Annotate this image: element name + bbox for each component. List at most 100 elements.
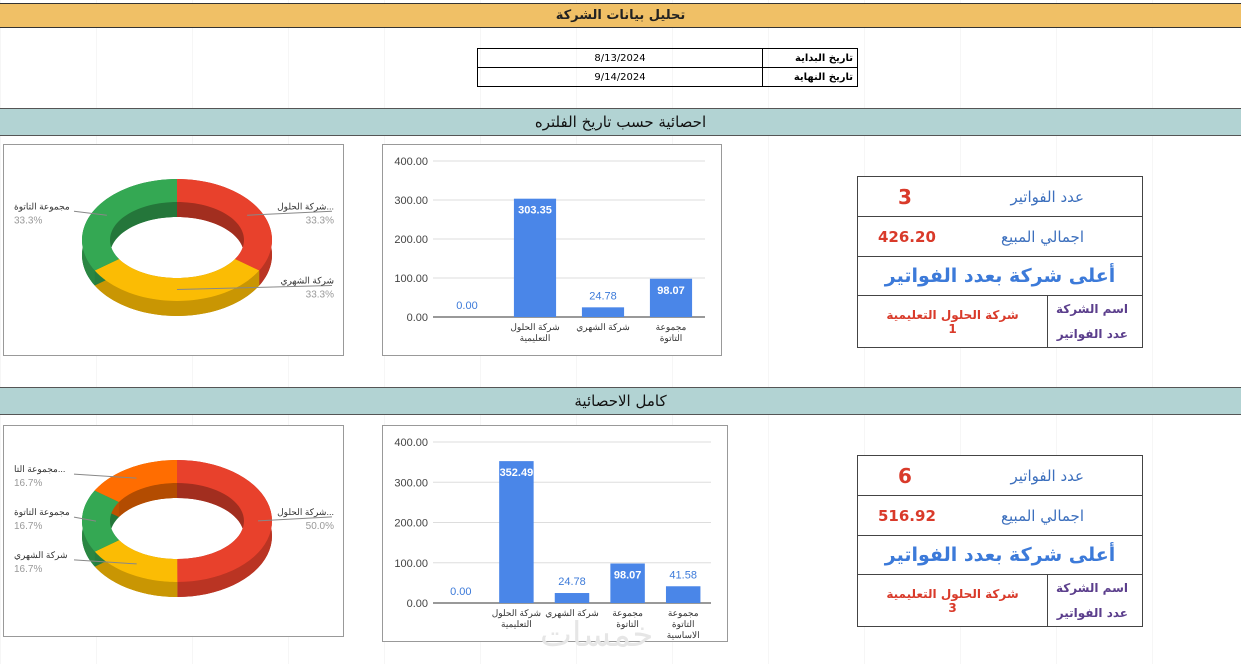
invoice-count-value: 3 <box>948 600 957 615</box>
end-date-label: تاريخ النهاية <box>762 67 858 87</box>
x-tick-label: التعليمية <box>520 333 551 343</box>
x-tick-label: شركة الحلول <box>492 608 541 619</box>
slice-label: شركة الشهري <box>14 550 68 561</box>
start-date-value[interactable]: 8/13/2024 <box>477 48 763 68</box>
bar <box>513 198 557 317</box>
pie-slice-inner <box>177 202 244 274</box>
slice-percent: 50.0% <box>306 521 334 532</box>
sales-value: 426.20 <box>878 227 936 246</box>
bar-chart-all[interactable]: 400.00 300.00 200.00 100.00 0.00 0.00 352.49 شر… <box>382 425 728 642</box>
y-tick-label: 400.00 <box>394 437 428 449</box>
bar-chart-svg: 400.00 300.00 200.00 100.00 0.00 0.00 303.35 شر… <box>394 156 705 344</box>
watermark-logo: خمسات <box>540 615 654 655</box>
sales-label: اجمالي المبيع <box>1001 506 1084 525</box>
data-label: 352.49 <box>500 467 534 479</box>
pie-chart-svg: شركة الحلول... 33.3% شركة الشهري 33.3% مجموع… <box>14 179 334 316</box>
y-tick-label: 0.00 <box>407 312 428 324</box>
pie-chart-filtered[interactable]: شركة الحلول... 33.3% شركة الشهري 33.3% مجموع… <box>3 144 344 356</box>
y-tick-label: 200.00 <box>394 518 428 530</box>
slice-percent: 16.7% <box>14 521 42 532</box>
start-date-label: تاريخ البداية <box>762 48 858 68</box>
leader-line <box>73 473 137 479</box>
page-title: تحليل بيانات الشركة <box>0 3 1241 28</box>
pie-chart-all[interactable]: شركة الحلول... 50.0% شركة الشهري 16.7% مجموع… <box>3 425 344 637</box>
slice-label: شركة الحلول... <box>277 507 334 518</box>
leader-line <box>73 559 137 565</box>
y-tick-label: 400.00 <box>394 156 428 168</box>
data-label: 0.00 <box>456 300 477 312</box>
section-heading-filtered: احصائية حسب تاريخ الفلتره <box>0 108 1241 136</box>
bar-chart-filtered[interactable]: 400.00 300.00 200.00 100.00 0.00 0.00 303.35 شر… <box>382 144 722 356</box>
data-label: 303.35 <box>518 205 552 217</box>
data-label: 98.07 <box>614 570 642 582</box>
pie-slice-inner <box>118 483 177 518</box>
sales-label: اجمالي المبيع <box>1001 227 1084 246</box>
company-name-label: اسم الشركة <box>1055 580 1128 595</box>
invoice-count-label: عدد الفواتير <box>1056 327 1128 342</box>
pie-slice <box>94 460 177 503</box>
bar <box>649 278 693 317</box>
slice-label: مجموعة التا... <box>14 464 65 475</box>
x-tick-label: شركة الشهري <box>545 608 599 619</box>
x-tick-label: مجموعة <box>668 608 699 619</box>
slice-percent: 33.3% <box>306 290 334 301</box>
data-label: 41.58 <box>669 569 697 581</box>
x-tick-label: مجموعة <box>612 608 643 619</box>
invoices-label: عدد الفواتير <box>1010 187 1085 206</box>
leader-line <box>73 516 97 522</box>
y-tick-label: 200.00 <box>394 234 428 246</box>
stats-card-filtered: عدد الفواتير 3 اجمالي المبيع 426.20 أعلى… <box>857 176 1143 348</box>
y-tick-label: 100.00 <box>394 273 428 285</box>
pie-slice-inner <box>110 202 177 274</box>
x-tick-label: التاتوة <box>660 333 683 344</box>
pie-slice <box>82 179 177 271</box>
invoice-count-label: عدد الفواتير <box>1056 606 1128 621</box>
company-name-value: شركة الحلول التعليمية <box>886 586 1019 601</box>
section-heading-all: كامل الاحصائية <box>0 387 1241 415</box>
bar <box>665 586 701 603</box>
invoices-label: عدد الفواتير <box>1010 466 1085 485</box>
slice-label: مجموعة التاتوة <box>14 507 70 518</box>
stats-card-all: عدد الفواتير 6 اجمالي المبيع 516.92 أعلى… <box>857 455 1143 627</box>
top-company-heading: أعلى شركة بعدد الفواتير <box>858 257 1142 296</box>
data-label: 24.78 <box>589 290 617 302</box>
pie-slice-side <box>94 270 260 316</box>
pie-chart-svg: شركة الحلول... 50.0% شركة الشهري 16.7% مجموع… <box>14 460 334 597</box>
pie-slice <box>94 259 260 301</box>
data-label: 24.78 <box>558 576 586 588</box>
slice-percent: 16.7% <box>14 564 42 575</box>
sales-value: 516.92 <box>878 506 936 525</box>
data-label: 0.00 <box>450 586 471 598</box>
pie-slice <box>177 179 272 271</box>
y-tick-label: 100.00 <box>394 558 428 570</box>
x-tick-label: التاتوة <box>616 619 639 630</box>
bar <box>499 461 534 603</box>
slice-percent: 16.7% <box>14 478 42 489</box>
date-range-table: 8/13/2024 تاريخ البداية 9/14/2024 تاريخ … <box>477 48 858 87</box>
slice-label: شركة الحلول... <box>277 201 334 212</box>
leader-line <box>176 285 333 290</box>
invoice-count-value: 1 <box>948 321 957 336</box>
invoices-value: 6 <box>898 463 912 488</box>
company-name-label: اسم الشركة <box>1055 301 1128 316</box>
y-tick-label: 300.00 <box>394 477 428 489</box>
y-tick-label: 0.00 <box>407 598 428 610</box>
leader-line <box>257 516 333 522</box>
bar <box>581 307 625 317</box>
data-label: 98.07 <box>657 285 685 297</box>
end-date-value[interactable]: 9/14/2024 <box>477 67 763 87</box>
bar-chart-svg: 400.00 300.00 200.00 100.00 0.00 0.00 352.49 شر… <box>394 437 711 640</box>
leader-line <box>73 210 107 216</box>
slice-percent: 33.3% <box>306 215 334 226</box>
leader-line <box>247 210 333 216</box>
pie-slice <box>177 460 272 582</box>
x-tick-label: مجموعة <box>656 322 687 333</box>
slice-percent: 33.3% <box>14 215 42 226</box>
x-tick-label: شركة الشهري <box>576 322 630 333</box>
bar <box>554 593 590 603</box>
pie-slice-side <box>94 551 178 597</box>
y-tick-label: 300.00 <box>394 195 428 207</box>
slice-label: مجموعة التاتوة <box>14 201 70 212</box>
top-company-heading: أعلى شركة بعدد الفواتير <box>858 536 1142 575</box>
pie-slice <box>94 540 178 582</box>
